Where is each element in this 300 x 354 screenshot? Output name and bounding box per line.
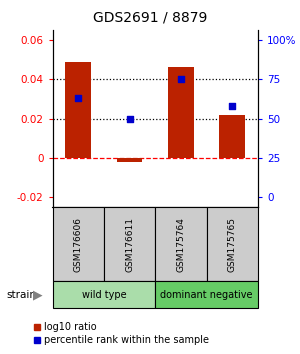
Text: GSM175765: GSM175765 bbox=[228, 217, 237, 272]
Text: GSM175764: GSM175764 bbox=[176, 217, 185, 272]
Bar bbox=[52, 207, 104, 281]
Bar bbox=[117, 158, 142, 162]
Bar bbox=[207, 207, 258, 281]
Point bbox=[127, 116, 132, 121]
Text: dominant negative: dominant negative bbox=[160, 290, 253, 300]
Text: GSM176611: GSM176611 bbox=[125, 217, 134, 272]
Text: ▶: ▶ bbox=[33, 288, 42, 301]
Bar bbox=[155, 207, 207, 281]
Bar bbox=[155, 281, 258, 308]
Bar bbox=[104, 207, 155, 281]
Point bbox=[178, 76, 183, 82]
Bar bbox=[168, 68, 194, 158]
Text: GDS2691 / 8879: GDS2691 / 8879 bbox=[93, 11, 207, 25]
Text: GSM176606: GSM176606 bbox=[74, 217, 83, 272]
Point bbox=[230, 103, 235, 109]
Legend: log10 ratio, percentile rank within the sample: log10 ratio, percentile rank within the … bbox=[29, 319, 213, 349]
Bar bbox=[65, 62, 91, 158]
Point bbox=[76, 95, 81, 101]
Text: strain: strain bbox=[6, 290, 36, 300]
Text: wild type: wild type bbox=[82, 290, 126, 300]
Bar bbox=[52, 281, 155, 308]
Bar bbox=[220, 115, 245, 158]
